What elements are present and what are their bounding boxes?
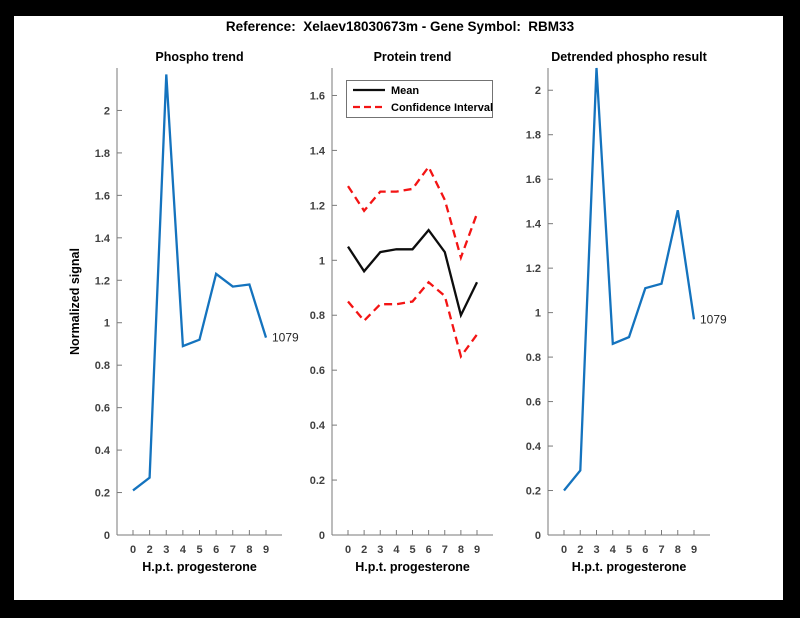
x-tick-label: 6 — [426, 544, 432, 556]
x-tick-label: 8 — [458, 544, 464, 556]
x-tick-label: 2 — [361, 544, 367, 556]
chart-protein-trend: 00.20.40.60.811.21.41.60 2 3 4 5 6 7 8 9Protein … — [310, 50, 493, 574]
y-tick-label: 0.2 — [526, 486, 541, 498]
x-axis-label: H.p.t. progesterone — [572, 560, 687, 574]
series-line-confidence-interval-lower — [347, 280, 478, 360]
y-tick-label: 0.2 — [310, 475, 325, 487]
chart-phospho-trend: 00.20.40.60.811.21.41.61.820 2 3 4 5 6 7 8 91079… — [68, 50, 299, 574]
x-tick-label: 0 — [561, 544, 567, 556]
x-tick-label: 7 — [658, 544, 664, 556]
y-tick-label: 0 — [319, 530, 325, 542]
x-tick-label: 7 — [442, 544, 448, 556]
y-tick-label: 1 — [104, 318, 110, 330]
y-tick-label: 1.4 — [95, 233, 111, 245]
y-tick-label: 0.4 — [310, 420, 326, 432]
y-tick-label: 0.8 — [526, 352, 541, 364]
x-tick-label: 2 — [577, 544, 583, 556]
y-tick-label: 1.6 — [526, 174, 541, 186]
series-line-phospho-signal — [132, 74, 268, 492]
figure-title: Reference: Xelaev18030673m - Gene Symbol… — [225, 19, 575, 34]
y-tick-label: 1.2 — [95, 275, 110, 287]
y-tick-label: 0.6 — [526, 397, 541, 409]
endpoint-label: 1079 — [700, 312, 727, 326]
x-tick-label: 4 — [610, 544, 617, 556]
y-tick-label: 1 — [535, 308, 541, 320]
y-tick-label: 1 — [319, 255, 325, 267]
chart-title: Detrended phospho result — [551, 50, 707, 64]
y-tick-label: 0.2 — [95, 488, 110, 500]
y-tick-label: 1.4 — [526, 219, 542, 231]
y-tick-label: 1.8 — [95, 148, 110, 160]
y-tick-label: 0.6 — [310, 365, 325, 377]
y-tick-label: 2 — [104, 105, 110, 117]
series-line-detrended-phospho-signal — [563, 67, 696, 492]
x-tick-label: 5 — [196, 544, 202, 556]
y-tick-label: 1.6 — [95, 190, 110, 202]
x-tick-label: 5 — [626, 544, 632, 556]
y-tick-label: 0.6 — [95, 403, 110, 415]
x-tick-label: 0 — [345, 544, 351, 556]
chart-title: Phospho trend — [155, 50, 243, 64]
series-line-confidence-interval-upper — [347, 164, 479, 262]
x-tick-label: 8 — [246, 544, 252, 556]
x-tick-label: 9 — [474, 544, 480, 556]
y-tick-label: 0.4 — [526, 441, 542, 453]
x-tick-label: 4 — [180, 544, 187, 556]
y-tick-label: 0.8 — [95, 360, 110, 372]
legend: Mean Confidence Interval — [346, 80, 493, 118]
x-tick-label: 3 — [377, 544, 383, 556]
x-tick-label: 5 — [409, 544, 415, 556]
y-tick-label: 1.6 — [310, 90, 325, 102]
chart-detrended-phospho-result: 00.20.40.60.811.21.41.61.820 2 3 4 5 6 7 8 91079… — [526, 50, 727, 574]
x-tick-label: 4 — [393, 544, 400, 556]
x-axis-label: H.p.t. progesterone — [142, 560, 257, 574]
y-axis-label: Normalized signal — [68, 248, 82, 355]
y-tick-label: 0.8 — [310, 310, 325, 322]
x-tick-label: 8 — [675, 544, 681, 556]
y-tick-label: 0.4 — [95, 445, 111, 457]
endpoint-label: 1079 — [272, 331, 299, 345]
y-tick-label: 0 — [535, 530, 541, 542]
y-tick-label: 1.8 — [526, 130, 541, 142]
y-tick-label: 2 — [535, 85, 541, 97]
legend-entry-label: Confidence Interval — [391, 102, 493, 114]
chart-title: Protein trend — [374, 50, 452, 64]
x-tick-label: 2 — [147, 544, 153, 556]
series-line-mean — [347, 228, 479, 319]
legend-box — [346, 80, 493, 118]
y-tick-label: 0 — [104, 530, 110, 542]
x-tick-label: 3 — [593, 544, 599, 556]
x-tick-label: 6 — [642, 544, 648, 556]
x-tick-label: 7 — [230, 544, 236, 556]
x-tick-label: 6 — [213, 544, 219, 556]
x-tick-label: 9 — [263, 544, 269, 556]
x-axis-label: H.p.t. progesterone — [355, 560, 470, 574]
x-tick-label: 3 — [163, 544, 169, 556]
y-tick-label: 1.2 — [526, 263, 541, 275]
y-tick-label: 1.2 — [310, 200, 325, 212]
y-tick-label: 1.4 — [310, 145, 326, 157]
x-tick-label: 0 — [130, 544, 136, 556]
legend-entry-label: Mean — [391, 85, 419, 97]
x-tick-label: 9 — [691, 544, 697, 556]
